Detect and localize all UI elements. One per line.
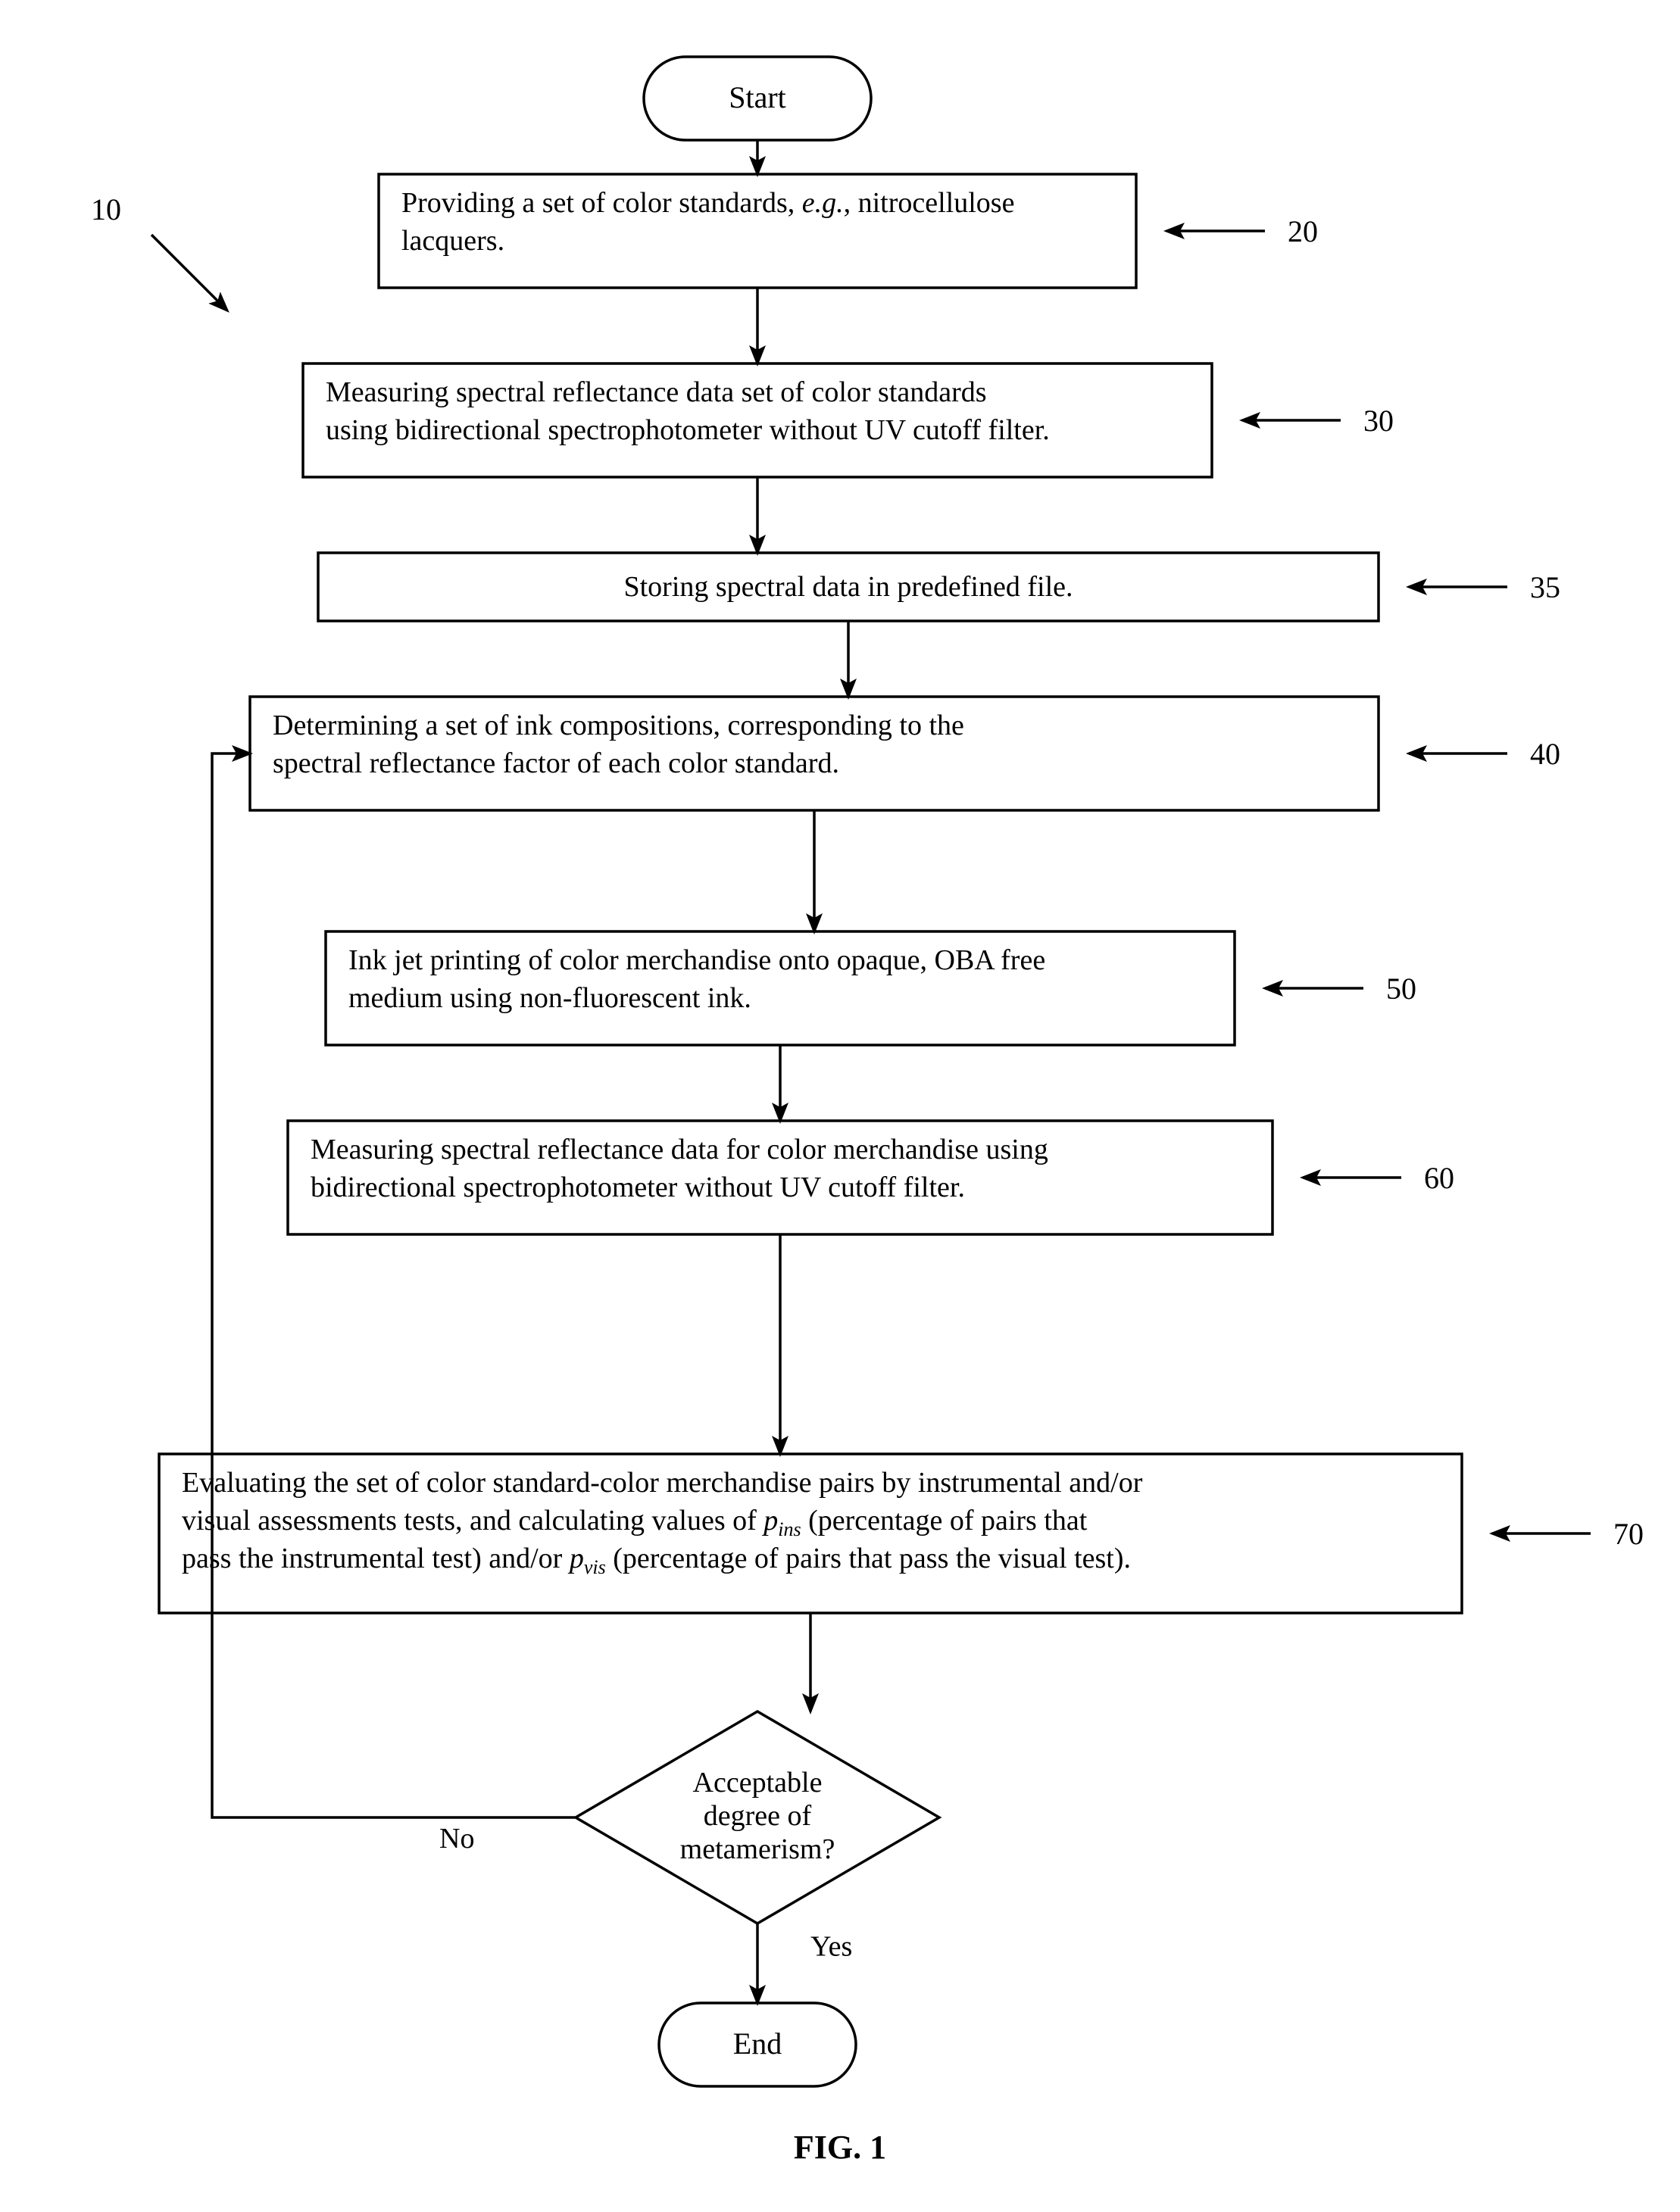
callout-20: 20 (1288, 214, 1318, 248)
svg-text:Acceptable: Acceptable (693, 1767, 823, 1799)
flow-node-n70: Evaluating the set of color standard-col… (159, 1454, 1462, 1613)
flow-node-end: End (659, 2003, 856, 2086)
svg-text:lacquers.: lacquers. (401, 225, 504, 257)
svg-text:using bidirectional spectropho: using bidirectional spectrophotometer wi… (326, 414, 1050, 446)
callout-40: 40 (1530, 737, 1560, 771)
flow-node-start: Start (644, 57, 871, 140)
svg-text:Storing spectral data in prede: Storing spectral data in predefined file… (623, 571, 1073, 603)
svg-text:metamerism?: metamerism? (680, 1833, 835, 1865)
svg-text:Yes: Yes (810, 1931, 852, 1963)
svg-text:visual assessments tests, and: visual assessments tests, and calculatin… (182, 1505, 1088, 1540)
flow-node-dec: Acceptabledegree ofmetamerism? (576, 1711, 939, 1923)
figure-ref-10: 10 (91, 192, 121, 226)
callout-35: 35 (1530, 570, 1560, 604)
svg-text:No: No (439, 1823, 474, 1855)
svg-text:medium using non-fluorescent i: medium using non-fluorescent ink. (348, 982, 751, 1014)
svg-text:Determining a set of ink compo: Determining a set of ink compositions, c… (273, 710, 964, 741)
figure-ref-arrow (151, 235, 227, 310)
flow-edge: No (212, 753, 576, 1855)
svg-text:Start: Start (729, 80, 786, 114)
svg-text:End: End (733, 2026, 782, 2061)
flow-node-n40: Determining a set of ink compositions, c… (250, 697, 1379, 810)
svg-text:Measuring spectral reflectance: Measuring spectral reflectance data set … (326, 376, 987, 408)
flow-node-n50: Ink jet printing of color merchandise on… (326, 931, 1235, 1045)
callout-70: 70 (1613, 1517, 1644, 1551)
callout-50: 50 (1386, 972, 1416, 1006)
flow-edge: Yes (757, 1923, 852, 2003)
svg-text:degree of: degree of (704, 1800, 812, 1832)
figure-caption: FIG. 1 (794, 2129, 886, 2166)
flow-node-n20: Providing a set of color standards, e.g.… (379, 174, 1136, 288)
flow-node-n35: Storing spectral data in predefined file… (318, 553, 1379, 621)
svg-text:Evaluating the set of color st: Evaluating the set of color standard-col… (182, 1467, 1143, 1499)
flow-node-n60: Measuring spectral reflectance data for … (288, 1121, 1272, 1234)
svg-text:bidirectional spectrophotomete: bidirectional spectrophotometer without … (311, 1172, 965, 1203)
flow-node-n30: Measuring spectral reflectance data set … (303, 363, 1212, 477)
svg-text:spectral reflectance factor of: spectral reflectance factor of each colo… (273, 747, 839, 779)
svg-text:pass the instrumental test) an: pass the instrumental test) and/or pvis … (182, 1543, 1131, 1578)
callout-60: 60 (1424, 1161, 1454, 1195)
svg-text:Providing a set of color stand: Providing a set of color standards, e.g.… (401, 187, 1014, 219)
svg-text:Measuring spectral reflectance: Measuring spectral reflectance data for … (311, 1134, 1048, 1165)
svg-text:Ink jet printing of color merc: Ink jet printing of color merchandise on… (348, 944, 1045, 976)
callout-30: 30 (1363, 404, 1394, 438)
